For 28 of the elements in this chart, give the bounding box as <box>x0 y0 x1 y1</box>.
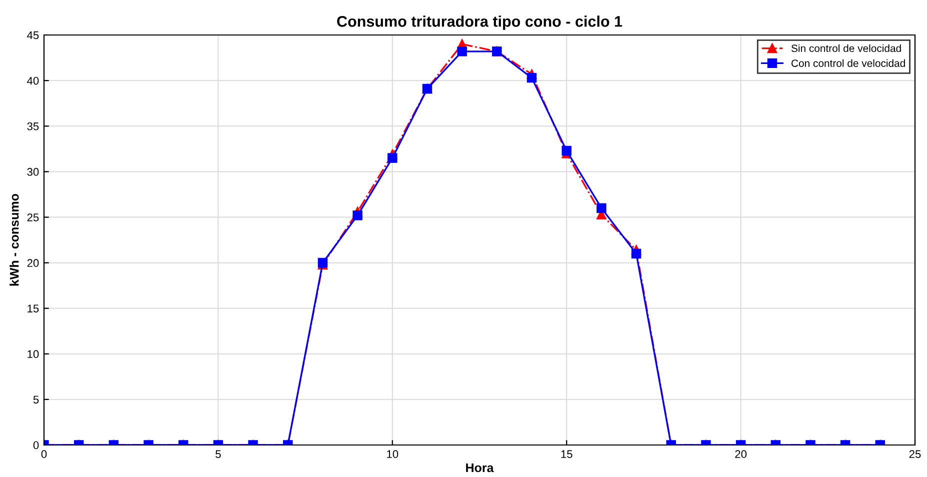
x-axis-title: Hora <box>466 463 494 472</box>
x-tick-label: 20 <box>735 450 747 458</box>
x-tick-label: 10 <box>387 450 398 458</box>
y-tick-label: 15 <box>28 304 39 312</box>
y-axis-title: kWh - consumo <box>10 194 19 286</box>
chart-title: Consumo trituradora tipo cono - ciclo 1 <box>337 16 622 30</box>
point <box>526 72 537 83</box>
y-tick-label: 25 <box>27 213 39 222</box>
point <box>457 46 467 56</box>
legend-label: Con control de velocidad <box>792 59 905 67</box>
point <box>388 153 398 163</box>
y-tick-label: 5 <box>33 396 39 404</box>
point <box>562 146 572 156</box>
y-tick-label: 35 <box>27 122 39 130</box>
point <box>631 248 642 259</box>
y-tick-label: 40 <box>27 76 39 85</box>
x-tick-label: 0 <box>41 450 47 458</box>
point <box>596 203 606 213</box>
y-tick-label: 0 <box>33 441 39 450</box>
x-tick-label: 5 <box>216 450 221 458</box>
y-tick-label: 45 <box>27 31 39 40</box>
y-tick-label: 20 <box>27 259 39 267</box>
legend-label: Sin control de velocidad <box>791 44 901 52</box>
x-tick-label: 25 <box>909 450 921 458</box>
point <box>352 210 362 220</box>
y-tick-label: 30 <box>27 168 39 176</box>
y-tick-label: 10 <box>28 350 39 358</box>
x-tick-label: 15 <box>561 450 572 458</box>
